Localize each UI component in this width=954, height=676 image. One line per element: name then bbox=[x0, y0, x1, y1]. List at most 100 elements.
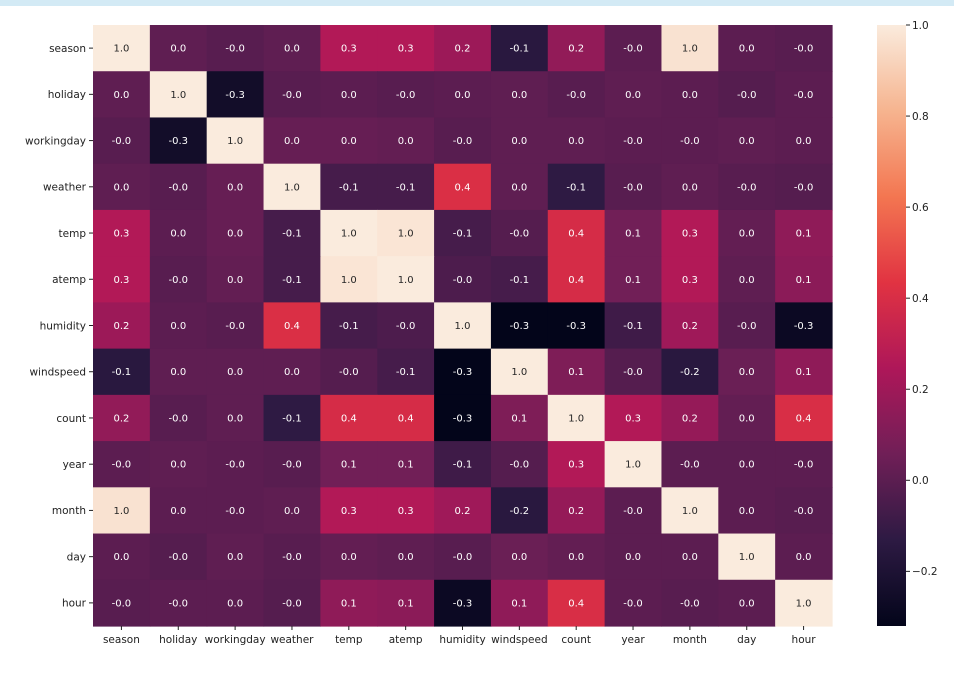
cell-value-label: -0.0 bbox=[794, 182, 814, 193]
cell-value-label: -0.0 bbox=[623, 506, 643, 517]
heatmap-cell-temp-year bbox=[604, 209, 663, 257]
cell-value-label: 0.0 bbox=[227, 229, 243, 240]
heatmap-cell-holiday-hour bbox=[775, 71, 833, 119]
cell-value-label: -0.3 bbox=[566, 321, 586, 332]
heatmap-cell-atemp-year bbox=[604, 256, 663, 303]
colorbar-tick-label: 0.2 bbox=[912, 384, 929, 396]
cell-value-label: 0.2 bbox=[682, 413, 698, 424]
column-tick-label-humidity: humidity bbox=[439, 634, 485, 646]
heatmap-cell-weather-day bbox=[718, 163, 776, 211]
heatmap-cell-weather-weather bbox=[263, 163, 321, 211]
row-tick-label-weather: weather bbox=[43, 182, 87, 194]
cell-value-label: -0.1 bbox=[566, 182, 586, 193]
heatmap-cell-workingday-humidity bbox=[434, 117, 492, 165]
cell-value-label: -0.1 bbox=[453, 229, 473, 240]
heatmap-cell-atemp-temp bbox=[320, 256, 378, 303]
heatmap-cell-windspeed-holiday bbox=[149, 348, 208, 396]
cell-value-label: -0.0 bbox=[794, 506, 814, 517]
cell-value-label: -0.0 bbox=[453, 552, 473, 563]
cell-value-label: 0.1 bbox=[796, 367, 812, 378]
cell-value-label: 1.0 bbox=[739, 552, 755, 563]
cell-value-label: 0.0 bbox=[796, 552, 812, 563]
cell-value-label: 0.0 bbox=[227, 552, 243, 563]
heatmap-cell-atemp-count bbox=[547, 256, 606, 303]
heatmap-cell-day-count bbox=[547, 533, 606, 581]
cell-value-label: 0.4 bbox=[341, 413, 357, 424]
heatmap-cell-humidity-holiday bbox=[149, 302, 208, 350]
column-tick-label-atemp: atemp bbox=[389, 634, 423, 646]
heatmap-cell-weather-month bbox=[661, 163, 719, 211]
heatmap-cell-holiday-temp bbox=[320, 71, 378, 119]
cell-value-label: -0.0 bbox=[396, 321, 416, 332]
cell-value-label: 0.4 bbox=[284, 321, 300, 332]
cell-value-label: 1.0 bbox=[625, 460, 641, 471]
cell-value-label: 0.1 bbox=[625, 275, 641, 286]
heatmap-cell-count-count bbox=[547, 394, 606, 442]
column-tick-label-month: month bbox=[673, 634, 707, 646]
heatmap-cell-month-hour bbox=[775, 487, 833, 535]
heatmap-cell-year-count bbox=[547, 441, 606, 488]
cell-value-label: -0.0 bbox=[680, 598, 700, 609]
cell-value-label: 1.0 bbox=[511, 367, 527, 378]
cell-value-label: -0.0 bbox=[225, 506, 245, 517]
cell-value-label: -0.0 bbox=[225, 460, 245, 471]
heatmap-cell-atemp-workingday bbox=[206, 256, 265, 303]
cell-value-label: -0.0 bbox=[169, 598, 189, 609]
cell-value-label: -0.1 bbox=[339, 182, 359, 193]
cell-value-label: -0.1 bbox=[112, 367, 132, 378]
heatmap-cell-year-season bbox=[93, 441, 151, 488]
heatmap-cell-year-workingday bbox=[206, 441, 265, 488]
heatmap-cell-holiday-season bbox=[93, 71, 151, 119]
cell-value-label: 0.2 bbox=[113, 413, 129, 424]
cell-value-label: -0.1 bbox=[510, 44, 530, 55]
cell-value-label: -0.0 bbox=[794, 44, 814, 55]
cell-value-label: 0.0 bbox=[455, 90, 471, 101]
heatmap-cell-humidity-atemp bbox=[377, 302, 435, 350]
cell-value-label: -0.1 bbox=[396, 367, 416, 378]
heatmap-cell-day-season bbox=[93, 533, 151, 581]
cell-value-label: 0.0 bbox=[227, 275, 243, 286]
heatmap-cell-month-humidity bbox=[434, 487, 492, 535]
cell-value-label: 0.0 bbox=[284, 367, 300, 378]
row-tick-label-count: count bbox=[56, 413, 86, 425]
cell-value-label: -0.0 bbox=[282, 460, 302, 471]
heatmap-cell-humidity-year bbox=[604, 302, 663, 350]
cell-value-label: 0.0 bbox=[227, 182, 243, 193]
heatmap-cell-month-month bbox=[661, 487, 719, 535]
heatmap-cell-count-weather bbox=[263, 394, 321, 442]
cell-value-label: 0.2 bbox=[568, 506, 584, 517]
heatmap-cell-holiday-windspeed bbox=[490, 71, 549, 119]
cell-value-label: 0.4 bbox=[398, 413, 414, 424]
cell-value-label: -0.0 bbox=[680, 460, 700, 471]
heatmap-cell-holiday-year bbox=[604, 71, 663, 119]
heatmap-cell-season-weather bbox=[263, 25, 321, 72]
heatmap-cell-humidity-temp bbox=[320, 302, 378, 350]
heatmap-cell-workingday-day bbox=[718, 117, 776, 165]
cell-value-label: 1.0 bbox=[796, 598, 812, 609]
cell-value-label: -0.0 bbox=[225, 44, 245, 55]
heatmap-cell-weather-season bbox=[93, 163, 151, 211]
heatmap-cell-holiday-workingday bbox=[206, 71, 265, 119]
heatmap-cell-atemp-windspeed bbox=[490, 256, 549, 303]
cell-value-label: -0.0 bbox=[623, 598, 643, 609]
heatmap-cell-weather-year bbox=[604, 163, 663, 211]
cell-value-label: 0.0 bbox=[341, 136, 357, 147]
cell-value-label: -0.0 bbox=[396, 90, 416, 101]
heatmap-cell-month-temp bbox=[320, 487, 378, 535]
heatmap-cell-season-month bbox=[661, 25, 719, 72]
heatmap-cell-season-atemp bbox=[377, 25, 435, 72]
heatmap-cell-day-day bbox=[718, 533, 776, 581]
heatmap-cell-windspeed-year bbox=[604, 348, 663, 396]
cell-value-label: 0.3 bbox=[341, 506, 357, 517]
heatmap-cell-atemp-month bbox=[661, 256, 719, 303]
cell-value-label: -0.0 bbox=[282, 552, 302, 563]
cell-value-label: 0.0 bbox=[398, 136, 414, 147]
heatmap-cell-weather-hour bbox=[775, 163, 833, 211]
cell-value-label: 0.0 bbox=[511, 136, 527, 147]
colorbar-tick-label: 1.0 bbox=[912, 20, 929, 32]
cell-value-label: 1.0 bbox=[113, 44, 129, 55]
cell-value-label: 0.1 bbox=[511, 598, 527, 609]
column-tick-label-season: season bbox=[103, 634, 140, 646]
row-tick-label-season: season bbox=[49, 43, 86, 55]
